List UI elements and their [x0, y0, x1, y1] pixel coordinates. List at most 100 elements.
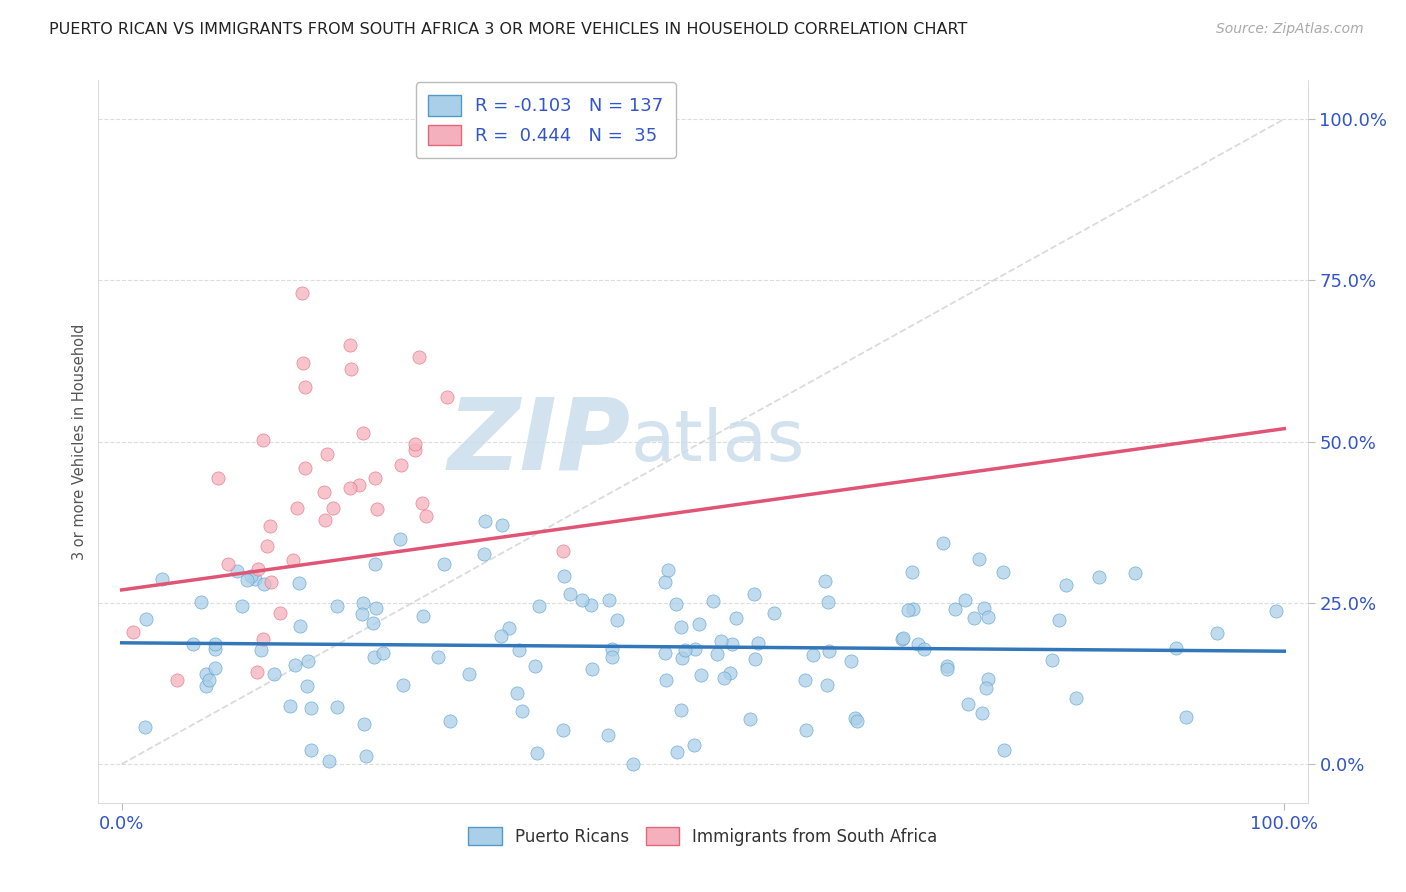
Point	[1206, 625, 1229, 640]
Point	[411, 496, 433, 510]
Point	[249, 642, 271, 657]
Point	[285, 500, 308, 515]
Point	[935, 662, 957, 676]
Point	[363, 649, 385, 664]
Point	[818, 644, 841, 658]
Point	[683, 738, 706, 752]
Point	[246, 665, 269, 680]
Point	[710, 634, 733, 648]
Point	[352, 607, 374, 622]
Point	[803, 648, 825, 662]
Point	[689, 668, 711, 682]
Point	[299, 743, 322, 757]
Point	[932, 536, 955, 550]
Point	[688, 617, 710, 632]
Point	[912, 641, 935, 656]
Point	[963, 610, 986, 624]
Point	[657, 563, 679, 577]
Point	[596, 728, 619, 742]
Point	[1175, 710, 1198, 724]
Point	[993, 742, 1015, 756]
Point	[240, 568, 263, 582]
Point	[903, 602, 925, 616]
Point	[671, 651, 693, 665]
Text: Source: ZipAtlas.com: Source: ZipAtlas.com	[1216, 22, 1364, 37]
Point	[744, 651, 766, 665]
Point	[1265, 604, 1288, 618]
Point	[252, 632, 274, 647]
Point	[217, 557, 239, 571]
Point	[364, 600, 387, 615]
Point	[718, 665, 741, 680]
Point	[134, 720, 156, 734]
Point	[294, 380, 316, 394]
Point	[505, 686, 527, 700]
Point	[326, 700, 349, 714]
Point	[392, 678, 415, 692]
Point	[278, 698, 301, 713]
Point	[312, 484, 335, 499]
Point	[354, 748, 377, 763]
Text: PUERTO RICAN VS IMMIGRANTS FROM SOUTH AFRICA 3 OR MORE VEHICLES IN HOUSEHOLD COR: PUERTO RICAN VS IMMIGRANTS FROM SOUTH AF…	[49, 22, 967, 37]
Point	[891, 632, 914, 647]
Point	[231, 599, 253, 614]
Point	[150, 572, 173, 586]
Point	[122, 625, 145, 640]
Point	[294, 461, 316, 475]
Point	[553, 569, 575, 583]
Point	[794, 673, 817, 687]
Point	[166, 673, 188, 688]
Point	[292, 355, 315, 369]
Point	[763, 607, 786, 621]
Point	[943, 602, 966, 616]
Point	[669, 703, 692, 717]
Point	[666, 745, 689, 759]
Point	[526, 746, 548, 760]
Point	[245, 572, 267, 586]
Point	[436, 390, 458, 404]
Point	[408, 350, 430, 364]
Point	[839, 655, 862, 669]
Point	[558, 587, 581, 601]
Point	[673, 643, 696, 657]
Point	[1054, 578, 1077, 592]
Point	[489, 629, 512, 643]
Point	[290, 619, 312, 633]
Point	[204, 661, 226, 675]
Point	[907, 637, 929, 651]
Point	[972, 706, 994, 720]
Point	[316, 447, 339, 461]
Point	[288, 576, 311, 591]
Point	[602, 641, 624, 656]
Point	[957, 697, 980, 711]
Point	[598, 592, 620, 607]
Point	[371, 646, 394, 660]
Point	[433, 557, 456, 571]
Point	[427, 650, 450, 665]
Point	[253, 576, 276, 591]
Point	[973, 601, 995, 615]
Point	[389, 458, 412, 472]
Point	[579, 598, 602, 612]
Point	[247, 561, 270, 575]
Point	[706, 647, 728, 661]
Text: atlas: atlas	[630, 407, 804, 476]
Point	[404, 442, 426, 457]
Point	[314, 513, 336, 527]
Point	[472, 547, 495, 561]
Point	[891, 631, 914, 645]
Point	[654, 575, 676, 590]
Point	[204, 637, 226, 651]
Point	[353, 716, 375, 731]
Point	[571, 592, 593, 607]
Point	[524, 658, 547, 673]
Point	[198, 673, 221, 687]
Point	[720, 636, 742, 650]
Point	[339, 338, 361, 352]
Point	[551, 723, 574, 738]
Point	[352, 596, 374, 610]
Point	[284, 658, 307, 673]
Point	[236, 574, 259, 588]
Point	[457, 667, 479, 681]
Point	[135, 611, 157, 625]
